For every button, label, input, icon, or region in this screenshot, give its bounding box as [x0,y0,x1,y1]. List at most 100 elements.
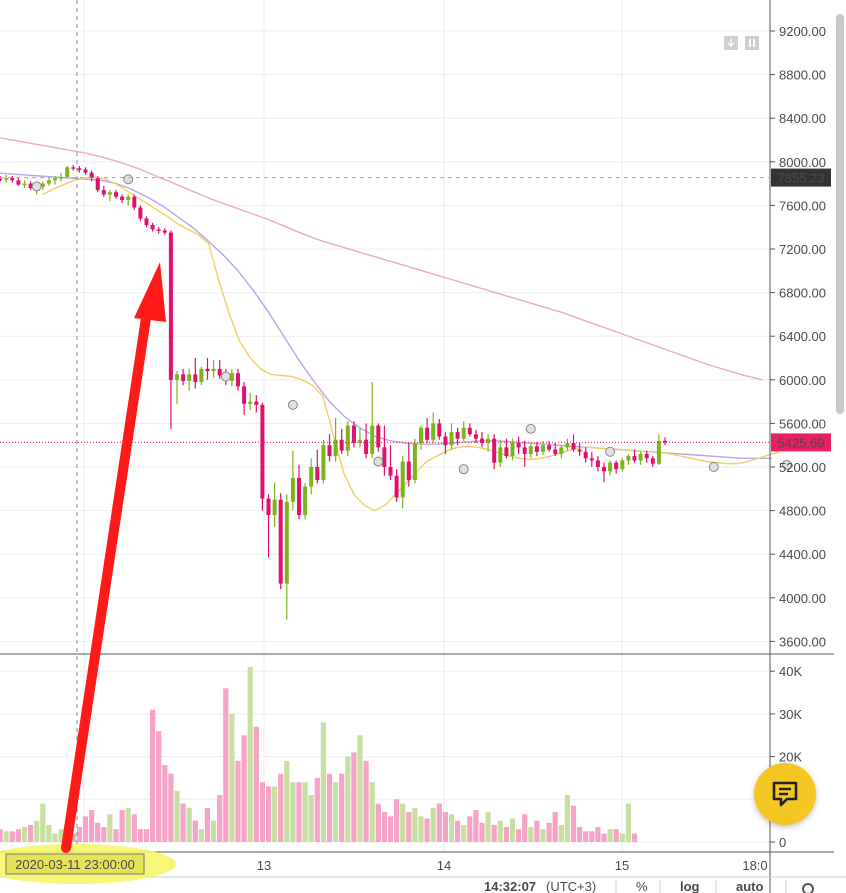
candle-body [321,445,326,481]
price-tick-label: 6400.00 [779,329,826,344]
volume-bar [339,773,345,842]
candle-body [266,498,271,515]
candle-body [65,167,70,178]
volume-bar [235,760,241,842]
volume-bar [473,809,479,842]
pane-toolbar [724,36,759,50]
arrow-head [134,262,166,322]
volume-bar [589,831,595,842]
candle-body [412,443,417,481]
candle-body [547,445,552,450]
volume-bar [284,760,290,842]
volume-bar [272,786,278,842]
volume-bar [162,765,168,842]
volume-bar [46,824,52,842]
pause-icon[interactable] [745,36,759,50]
volume-bar [558,824,564,842]
volume-bar [314,777,320,842]
candle-body [10,178,15,181]
candle-body [315,467,320,481]
chat-button[interactable] [754,763,816,825]
clock-time: 14:32:07 [484,879,536,893]
candle-body [83,169,88,173]
volume-bar [351,752,357,842]
volume-bar [497,820,503,842]
price-tick-label: 6000.00 [779,373,826,388]
auto-toggle[interactable]: auto [736,879,764,893]
volume-bar [595,827,601,842]
candle-body [449,432,454,446]
candle-body [437,423,442,437]
gear-icon[interactable] [802,883,814,893]
volume-bar [412,807,418,842]
volume-bar [211,820,217,842]
candle-body [364,439,369,454]
volume-bar [442,812,448,842]
volume-bar [522,814,528,842]
candle-body [46,180,51,184]
volume-bar [34,820,40,842]
candle-body [156,229,161,231]
candle-body [480,438,484,444]
volume-bar [0,829,3,842]
volume-bar [570,805,577,842]
candle-body [199,368,204,382]
volume-bar [607,829,613,842]
percent-toggle[interactable]: % [636,879,648,893]
price-lines: 7855.23 5425.69 [0,168,831,452]
marker-point [31,181,42,192]
volume-bar [192,820,198,842]
volume-bar [375,803,381,842]
candle-body [370,425,375,454]
candle-body [663,440,667,443]
candle-body [150,225,155,230]
price-tick-label: 7200.00 [779,242,826,257]
volume-bar [198,829,204,842]
time-tick-label: 15 [615,858,629,873]
volume-bar [28,824,34,842]
volume-bar [143,829,150,842]
log-toggle[interactable]: log [680,879,700,893]
volume-bar [131,814,137,842]
candle-body [638,453,643,461]
candle-body [425,427,430,440]
candle-body [455,432,460,439]
price-tick-label: 4000.00 [779,591,826,606]
candle-body [107,192,112,195]
candle-body [327,445,332,457]
price-tick-label: 4800.00 [779,504,826,519]
clock-timezone: (UTC+3) [546,879,596,893]
candle-body [260,404,265,499]
candle-body [406,461,411,481]
candle-body [461,427,466,439]
red-arrow-annotation [61,262,166,853]
candle-body [486,438,491,444]
volume-bar [619,833,625,842]
volume-tick-label: 20K [779,750,802,765]
candle-body [541,445,545,452]
ma-slow-line [0,137,763,381]
candle-body [101,190,106,195]
candle-body [339,439,344,451]
candle-body [656,440,661,464]
price-tick-label: 6800.00 [779,286,826,301]
markers [31,174,792,475]
volume-bar [485,812,491,842]
price-tick-label: 5200.00 [779,460,826,475]
candle-body [589,458,594,461]
volume-bar [394,799,400,842]
volume-bar [247,666,253,842]
volume-axis: 40K30K20K10K0 [770,664,802,850]
volume-bar [345,756,351,842]
scrollbar[interactable] [836,14,844,414]
candle-body [278,499,283,584]
marker-point [220,371,231,382]
candle-body [608,462,613,472]
volume-bar [180,803,186,842]
candle-body [388,467,393,476]
volume-bar [150,709,156,842]
candle-body [419,427,423,444]
volume-bar [516,829,522,842]
volume-bar [95,822,101,842]
